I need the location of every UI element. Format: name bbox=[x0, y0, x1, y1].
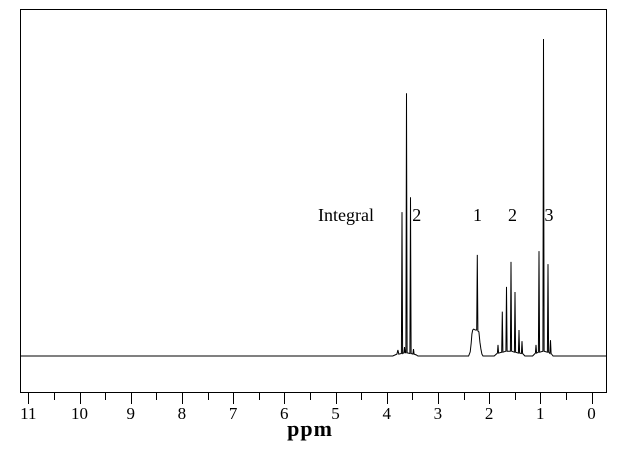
x-tick-label: 8 bbox=[177, 404, 187, 423]
spectrum-trace bbox=[20, 38, 607, 357]
x-axis-title: ppm bbox=[287, 416, 333, 441]
plot-frame bbox=[20, 9, 607, 393]
x-tick-label: 7 bbox=[228, 404, 238, 423]
x-tick-label: 4 bbox=[382, 404, 391, 423]
x-tick-label: 10 bbox=[71, 404, 88, 423]
x-tick-label: 0 bbox=[587, 404, 596, 423]
x-axis-ticks bbox=[28, 393, 593, 404]
x-tick-label: 6 bbox=[280, 404, 289, 423]
integral-value-label: 1 bbox=[472, 205, 482, 225]
integral-caption: Integral bbox=[318, 205, 374, 225]
integral-value-label: 2 bbox=[412, 205, 422, 225]
x-tick-label: 1 bbox=[536, 404, 545, 423]
x-tick-label: 9 bbox=[126, 404, 135, 423]
integral-value-label: 3 bbox=[544, 205, 554, 225]
x-tick-label: 3 bbox=[433, 404, 443, 423]
x-tick-label: 5 bbox=[331, 404, 340, 423]
integral-value-label: 2 bbox=[507, 205, 517, 225]
x-tick-label: 11 bbox=[20, 404, 37, 423]
x-tick-label: 2 bbox=[484, 404, 494, 423]
